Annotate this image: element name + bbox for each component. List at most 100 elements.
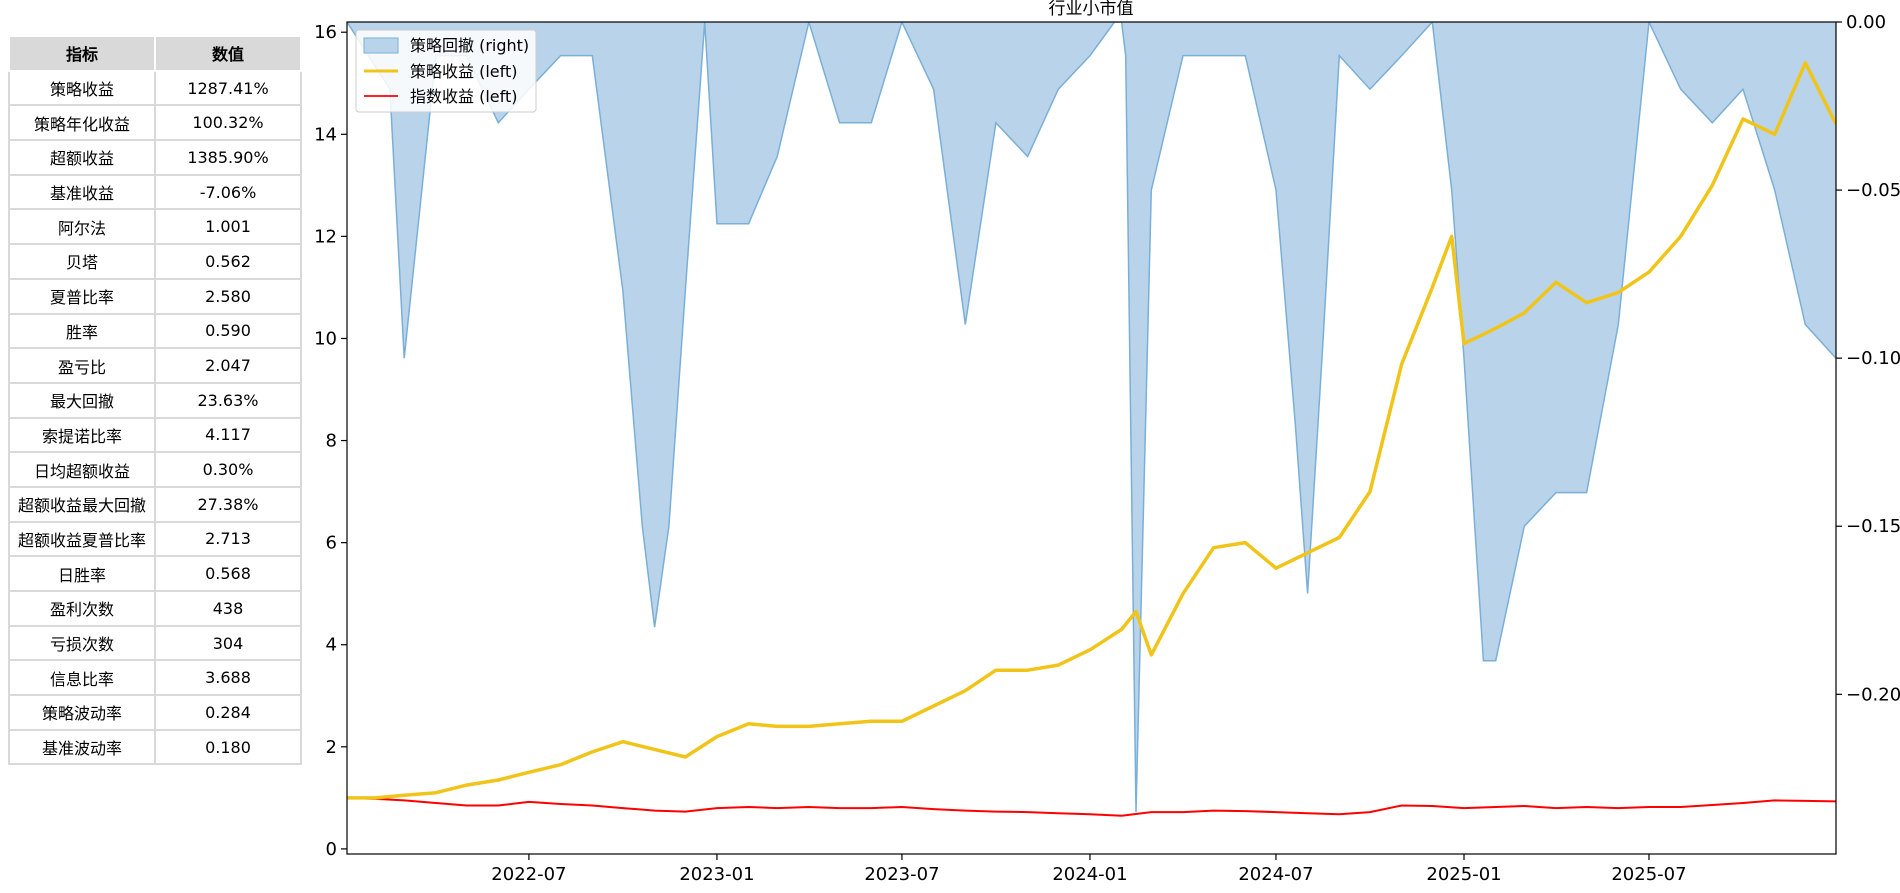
metric-value: 1287.41%	[154, 69, 302, 107]
metric-value: 1.001	[154, 208, 302, 246]
table-header-value: 数值	[154, 35, 302, 72]
metric-name: 策略年化收益	[8, 104, 156, 142]
legend: 策略回撤 (right) 策略收益 (left) 指数收益 (left)	[355, 29, 537, 113]
metric-name: 基准波动率	[8, 728, 156, 766]
table-row: 策略波动率 0.284	[8, 694, 302, 731]
y-left-tick-label: 10	[314, 328, 337, 349]
y-axis-right: 0.00 −0.05 −0.10 −0.15 −0.20	[1836, 12, 1900, 705]
x-tick-label: 2022-07	[491, 864, 566, 885]
table-row: 策略收益 1287.41%	[8, 69, 302, 107]
y-left-tick-label: 14	[314, 124, 337, 145]
legend-label-strategy: 策略收益 (left)	[410, 62, 518, 81]
metric-value: 100.32%	[154, 104, 302, 142]
index-line	[347, 796, 1836, 817]
metric-value: 2.047	[154, 347, 302, 384]
metric-name: 亏损次数	[8, 624, 156, 662]
metric-value: 438	[154, 590, 302, 627]
metric-value: 0.180	[154, 728, 302, 766]
x-tick-label: 2024-07	[1238, 864, 1313, 885]
metric-value: 4.117	[154, 416, 302, 454]
metric-name: 超额收益最大回撤	[8, 485, 156, 523]
y-right-tick-label: 0.00	[1846, 12, 1886, 33]
metric-value: 0.30%	[154, 451, 302, 488]
metric-value: 27.38%	[154, 485, 302, 523]
metric-name: 阿尔法	[8, 208, 156, 246]
y-axis-left: 0 2 4 6 8 10 12 14 16	[314, 22, 347, 860]
metric-name: 策略波动率	[8, 694, 156, 731]
legend-box	[355, 29, 537, 113]
metric-name: 日胜率	[8, 555, 156, 592]
table-row: 日胜率 0.568	[8, 555, 302, 592]
table-row: 日均超额收益 0.30%	[8, 451, 302, 488]
metric-name: 日均超额收益	[8, 451, 156, 488]
metric-value: 3.688	[154, 659, 302, 697]
metric-value: -7.06%	[154, 173, 302, 211]
metric-name: 超额收益夏普比率	[8, 520, 156, 558]
strategy-series	[347, 61, 1836, 800]
x-tick-label: 2023-01	[679, 864, 754, 885]
table-row: 盈亏比 2.047	[8, 347, 302, 384]
table-row: 索提诺比率 4.117	[8, 416, 302, 454]
metric-value: 0.284	[154, 694, 302, 731]
legend-swatch-drawdown	[363, 37, 399, 54]
y-left-tick-label: 6	[326, 533, 337, 554]
table-header-row: 指标 数值	[8, 35, 302, 72]
drawdown-line	[347, 22, 1836, 813]
metric-name: 索提诺比率	[8, 416, 156, 454]
metrics-table: 指标 数值 策略收益 1287.41% 策略年化收益 100.32% 超额收益 1385.…	[8, 35, 302, 766]
table-row: 贝塔 0.562	[8, 243, 302, 280]
metric-name: 盈亏比	[8, 347, 156, 384]
metric-name: 超额收益	[8, 139, 156, 176]
drawdown-area	[347, 22, 1836, 812]
y-right-tick-label: −0.10	[1846, 348, 1900, 369]
metric-value: 0.568	[154, 555, 302, 592]
legend-label-index: 指数收益 (left)	[410, 87, 518, 106]
table-header-indicator: 指标	[8, 35, 156, 72]
table-row: 超额收益夏普比率 2.713	[8, 520, 302, 558]
x-tick-label: 2023-07	[864, 864, 939, 885]
x-tick-label: 2025-07	[1611, 864, 1686, 885]
metric-name: 最大回撤	[8, 381, 156, 419]
strategy-line	[347, 61, 1836, 800]
table-row: 基准波动率 0.180	[8, 728, 302, 766]
index-series	[347, 796, 1836, 817]
y-right-tick-label: −0.05	[1846, 180, 1900, 201]
table-row: 超额收益最大回撤 27.38%	[8, 485, 302, 523]
y-left-tick-label: 16	[314, 22, 337, 43]
table-row: 超额收益 1385.90%	[8, 139, 302, 176]
table-row: 信息比率 3.688	[8, 659, 302, 697]
y-left-tick-label: 8	[326, 431, 337, 452]
metric-name: 信息比率	[8, 659, 156, 697]
metric-value: 0.562	[154, 243, 302, 280]
y-left-tick-label: 4	[326, 635, 337, 656]
drawdown-series	[347, 22, 1836, 813]
table-row: 阿尔法 1.001	[8, 208, 302, 246]
y-left-tick-label: 2	[326, 737, 337, 758]
metric-name: 夏普比率	[8, 277, 156, 315]
metric-value: 304	[154, 624, 302, 662]
metric-name: 策略收益	[8, 69, 156, 107]
y-left-tick-label: 0	[326, 839, 337, 860]
y-right-tick-label: −0.20	[1846, 684, 1900, 705]
metric-value: 1385.90%	[154, 139, 302, 176]
metric-value: 23.63%	[154, 381, 302, 419]
x-tick-label: 2025-01	[1426, 864, 1501, 885]
table-row: 盈利次数 438	[8, 590, 302, 627]
metric-name: 胜率	[8, 312, 156, 350]
x-axis: 2022-07 2023-01 2023-07 2024-01 2024-07 2025-…	[491, 854, 1687, 885]
metric-name: 盈利次数	[8, 590, 156, 627]
metric-value: 0.590	[154, 312, 302, 350]
table-row: 夏普比率 2.580	[8, 277, 302, 315]
table-row: 亏损次数 304	[8, 624, 302, 662]
chart-title: 行业小市值	[1049, 0, 1134, 19]
table-row: 基准收益 -7.06%	[8, 173, 302, 211]
metrics-body: 策略收益 1287.41% 策略年化收益 100.32% 超额收益 1385.90% 基准收…	[8, 69, 302, 766]
metric-value: 2.713	[154, 520, 302, 558]
table-row: 策略年化收益 100.32%	[8, 104, 302, 142]
plot-frame	[346, 21, 1837, 855]
table-row: 最大回撤 23.63%	[8, 381, 302, 419]
y-right-tick-label: −0.15	[1846, 516, 1900, 537]
x-tick-label: 2024-01	[1052, 864, 1127, 885]
table-row: 胜率 0.590	[8, 312, 302, 350]
